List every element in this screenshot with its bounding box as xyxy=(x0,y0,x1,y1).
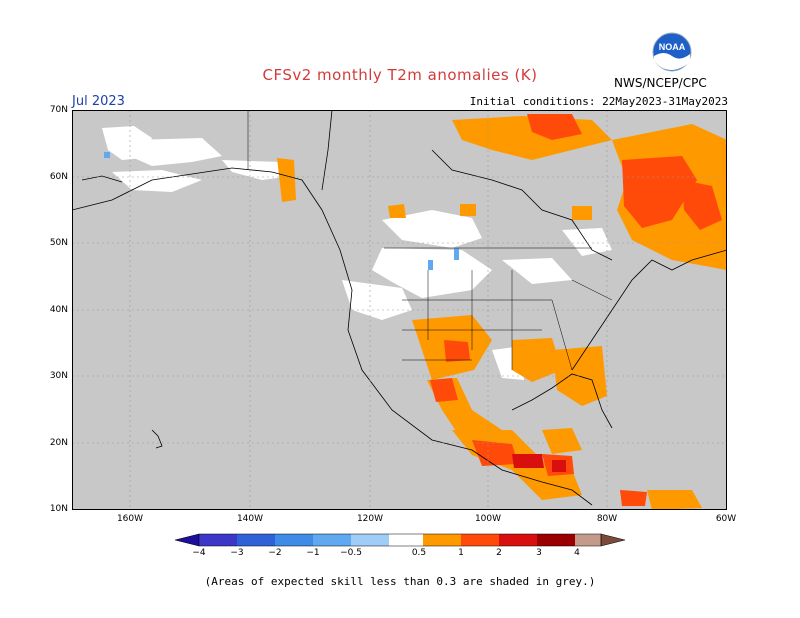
lat-label-70n: 70N xyxy=(49,105,68,115)
lat-label-60n: 60N xyxy=(49,172,68,182)
colorbar-bin-3 xyxy=(275,534,313,546)
noaa-logo-text: NOAA xyxy=(659,42,686,52)
map-frame xyxy=(72,110,727,510)
colorbar-bin-10 xyxy=(537,534,575,546)
lon-label-140w: 140W xyxy=(236,514,264,524)
organization-label: NWS/NCEP/CPC xyxy=(614,76,707,90)
coastlines xyxy=(72,110,727,506)
lat-label-40n: 40N xyxy=(49,305,68,315)
valid-month: Jul 2023 xyxy=(72,94,125,109)
colorbar-label: −0.5 xyxy=(340,548,362,558)
lon-label-100w: 100W xyxy=(474,514,502,524)
chart-title: CFSv2 monthly T2m anomalies (K) xyxy=(262,66,538,84)
anomaly-map xyxy=(72,110,727,510)
colorbar-max-arrow xyxy=(600,533,625,547)
very-hot-anomaly-areas xyxy=(512,454,566,472)
lon-label-160w: 160W xyxy=(116,514,144,524)
lat-label-50n: 50N xyxy=(49,238,68,248)
colorbar-bin-7 xyxy=(423,534,461,546)
colorbar-label: −4 xyxy=(192,548,206,558)
lon-label-80w: 80W xyxy=(596,514,618,524)
colorbar-label: 2 xyxy=(496,548,502,558)
colorbar-label: −1 xyxy=(306,548,320,558)
lat-label-30n: 30N xyxy=(49,371,68,381)
colorbar-bin-2 xyxy=(237,534,275,546)
lat-label-20n: 20N xyxy=(49,438,68,448)
colorbar xyxy=(175,533,625,547)
colorbar-bin-1 xyxy=(199,534,237,546)
colorbar-label: −3 xyxy=(230,548,244,558)
colorbar-label: −2 xyxy=(268,548,282,558)
colorbar-bin-9 xyxy=(499,534,537,546)
political-boundaries xyxy=(247,110,613,371)
hot-anomaly-areas xyxy=(430,114,722,506)
colorbar-label: 3 xyxy=(536,548,542,558)
graticule xyxy=(72,110,727,510)
colorbar-label: 1 xyxy=(458,548,464,558)
colorbar-bin-4 xyxy=(313,534,351,546)
lat-label-10n: 10N xyxy=(49,504,68,514)
lon-label-120w: 120W xyxy=(356,514,384,524)
colorbar-bin-8 xyxy=(461,534,499,546)
colorbar-bin-11 xyxy=(575,534,601,546)
skill-note: (Areas of expected skill less than 0.3 a… xyxy=(204,575,596,588)
colorbar-bin-6 xyxy=(389,534,423,546)
colorbar-bin-5 xyxy=(351,534,389,546)
colorbar-min-arrow xyxy=(175,533,200,547)
colorbar-label: 0.5 xyxy=(411,548,427,558)
negative-anomaly-areas xyxy=(104,152,459,270)
lon-label-60w: 60W xyxy=(715,514,737,524)
initial-conditions: Initial conditions: 22May2023-31May2023 xyxy=(469,95,728,108)
colorbar-label: 4 xyxy=(574,548,580,558)
noaa-logo: NOAA xyxy=(652,32,692,72)
